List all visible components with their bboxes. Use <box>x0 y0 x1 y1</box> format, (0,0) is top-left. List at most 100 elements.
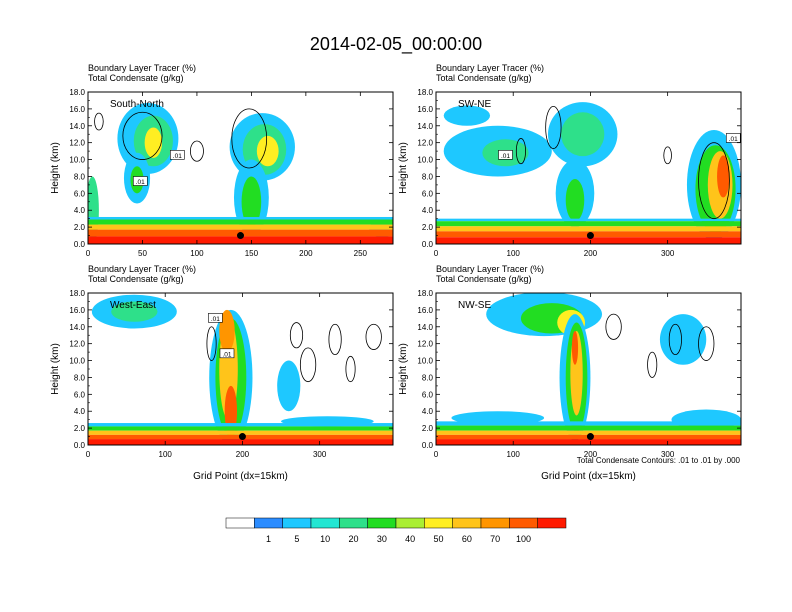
condensate-contour <box>189 140 204 162</box>
colorbar-swatch <box>310 517 340 529</box>
panel-header-condensate: Total Condensate (g/kg) <box>436 274 532 284</box>
colorbar-label: 40 <box>405 534 415 544</box>
x-tick-label: 100 <box>507 249 521 258</box>
panel-header-tracer: Boundary Layer Tracer (%) <box>88 63 196 73</box>
colorbar: 1 5 10 20 30 40 50 60 70 100 <box>225 517 567 544</box>
surface-layer <box>436 430 741 435</box>
y-tick-label: 4.0 <box>422 407 434 416</box>
y-tick-label: 14.0 <box>69 323 85 332</box>
x-tick-label: 300 <box>661 249 675 258</box>
condensate-contour <box>328 323 342 356</box>
contour-label: .01 <box>222 351 231 358</box>
y-tick-label: 18.0 <box>69 289 85 298</box>
y-tick-label: 0.0 <box>74 441 86 450</box>
panel-field: .01 .01 <box>436 92 741 244</box>
x-tick-label: 0 <box>434 450 439 459</box>
y-tick-label: 2.0 <box>422 223 434 232</box>
colorbar-swatch <box>452 517 482 529</box>
condensate-contour <box>345 355 356 383</box>
panel-west-east: Boundary Layer Tracer (%)Total Condensat… <box>50 264 394 482</box>
y-tick-label: 4.0 <box>74 407 86 416</box>
y-tick-label: 12.0 <box>69 340 85 349</box>
colorbar-swatch <box>509 517 538 529</box>
tracer-blob <box>144 127 163 158</box>
tracer-blob <box>277 360 301 412</box>
surface-layer <box>436 221 741 227</box>
y-tick-label: 12.0 <box>417 340 433 349</box>
x-tick-label: 300 <box>313 450 327 459</box>
y-tick-label: 2.0 <box>422 424 434 433</box>
condensate-contour <box>545 105 562 149</box>
colorbar-label: 20 <box>348 534 358 544</box>
condensate-contour <box>206 326 217 361</box>
y-axis-label: Height (km) <box>50 343 61 395</box>
y-tick-label: 4.0 <box>74 206 86 215</box>
tracer-blob <box>111 301 158 322</box>
surface-layer <box>88 216 393 220</box>
panel-field <box>436 293 741 445</box>
y-tick-label: 16.0 <box>69 306 85 315</box>
y-tick-label: 6.0 <box>74 189 86 198</box>
condensate-contour <box>698 142 730 220</box>
colorbar-swatch <box>424 517 453 529</box>
surface-layer <box>436 421 741 426</box>
y-tick-label: 14.0 <box>417 323 433 332</box>
surface-layer <box>88 224 393 230</box>
panel-nw-se: Boundary Layer Tracer (%)Total Condensat… <box>398 264 742 482</box>
tracer-blob <box>219 309 235 353</box>
y-tick-label: 18.0 <box>417 289 433 298</box>
y-tick-label: 4.0 <box>422 206 434 215</box>
colorbar-swatch <box>395 517 425 529</box>
contour-label: .01 <box>136 179 145 186</box>
tracer-blob <box>561 112 605 157</box>
condensate-contour <box>122 111 163 160</box>
y-tick-label: 16.0 <box>417 306 433 315</box>
y-tick-label: 2.0 <box>74 424 86 433</box>
x-tick-label: 300 <box>661 450 675 459</box>
y-tick-label: 14.0 <box>417 122 433 131</box>
tracer-blob <box>659 314 707 365</box>
y-tick-label: 12.0 <box>417 139 433 148</box>
y-tick-label: 0.0 <box>74 240 86 249</box>
surface-layer <box>88 219 393 225</box>
x-tick-label: 100 <box>190 249 204 258</box>
panel-sw-ne: Boundary Layer Tracer (%)Total Condensat… <box>398 63 742 258</box>
colorbar-label: 10 <box>320 534 330 544</box>
condensate-contour <box>289 322 304 349</box>
y-tick-label: 16.0 <box>417 105 433 114</box>
contour-label-box <box>208 313 223 323</box>
condensate-contour <box>647 351 658 378</box>
y-tick-label: 18.0 <box>417 88 433 97</box>
y-tick-label: 10.0 <box>69 156 85 165</box>
panel-name: SW-NE <box>458 99 491 110</box>
surface-layer <box>88 430 393 435</box>
x-axis-label: Grid Point (dx=15km) <box>541 471 636 482</box>
tracer-blob <box>443 105 491 126</box>
x-tick-label: 0 <box>434 249 439 258</box>
condensate-contour <box>94 112 104 131</box>
surface-layer <box>88 236 393 244</box>
surface-layer <box>88 426 393 431</box>
colorbar-swatch <box>537 517 567 529</box>
y-tick-label: 12.0 <box>69 139 85 148</box>
condensate-contour <box>515 138 526 165</box>
colorbar-label: 30 <box>377 534 387 544</box>
y-tick-label: 8.0 <box>74 373 86 382</box>
condensate-contour <box>299 347 317 383</box>
x-tick-label: 0 <box>86 450 91 459</box>
y-tick-label: 8.0 <box>422 373 434 382</box>
contour-label-box <box>170 150 185 160</box>
y-tick-label: 16.0 <box>69 105 85 114</box>
panel-name: West-East <box>110 300 156 311</box>
condensate-contour <box>698 326 715 361</box>
panel-name: South-North <box>110 99 164 110</box>
contour-label: .01 <box>211 316 220 323</box>
panel-header-tracer: Boundary Layer Tracer (%) <box>436 63 544 73</box>
location-marker <box>586 232 594 240</box>
y-axis-label: Height (km) <box>398 343 409 395</box>
contour-label: .01 <box>173 153 182 160</box>
contour-label-box <box>219 348 235 359</box>
tracer-blob <box>565 178 585 222</box>
x-axis-label: Grid Point (dx=15km) <box>193 471 288 482</box>
figure-title: 2014-02-05_00:00:00 <box>310 34 482 55</box>
